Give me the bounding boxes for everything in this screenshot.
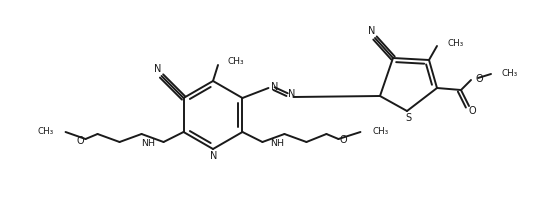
Text: O: O <box>475 74 483 84</box>
Text: CH₃: CH₃ <box>372 128 389 136</box>
Text: NH: NH <box>270 140 284 149</box>
Text: CH₃: CH₃ <box>448 40 464 49</box>
Text: N: N <box>288 89 295 99</box>
Text: O: O <box>77 136 84 146</box>
Text: N: N <box>154 64 161 74</box>
Text: O: O <box>340 135 347 145</box>
Text: N: N <box>271 82 278 92</box>
Text: CH₃: CH₃ <box>501 70 517 79</box>
Text: CH₃: CH₃ <box>37 128 54 136</box>
Text: S: S <box>405 113 411 123</box>
Text: NH: NH <box>142 140 156 149</box>
Text: O: O <box>468 106 476 116</box>
Text: CH₃: CH₃ <box>228 58 245 67</box>
Text: N: N <box>211 151 218 161</box>
Text: N: N <box>368 26 376 36</box>
